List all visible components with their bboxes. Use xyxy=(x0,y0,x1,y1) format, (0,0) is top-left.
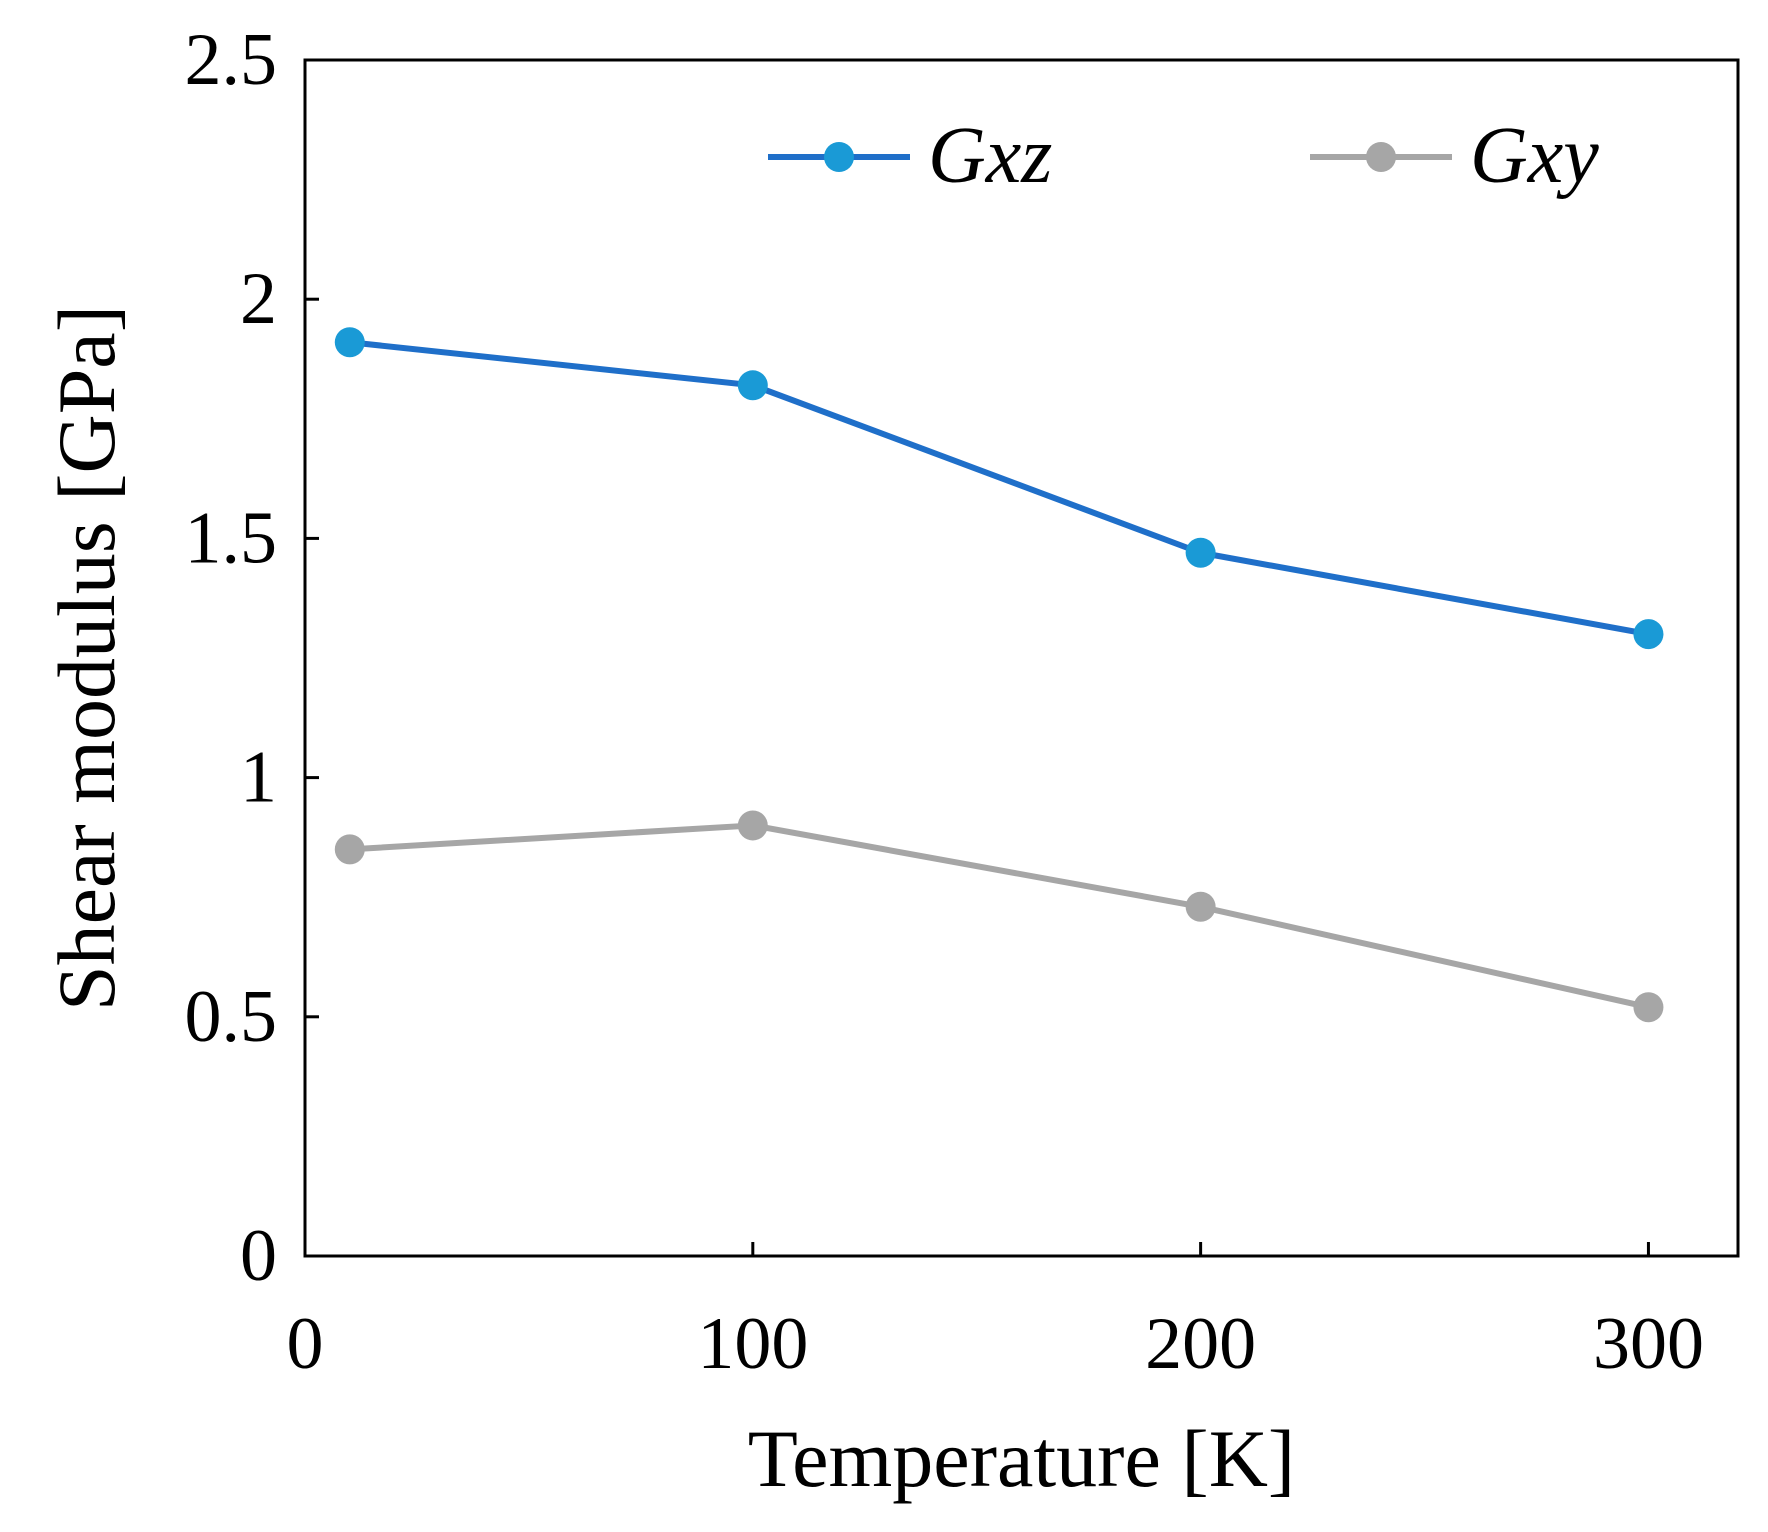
plot-frame xyxy=(303,58,1740,1258)
data-point xyxy=(737,370,768,401)
series-line-segment xyxy=(346,339,756,389)
legend: Gxz Gxy xyxy=(768,112,1599,200)
series-gxy xyxy=(334,810,1664,1023)
x-tick-label: 0 xyxy=(287,1303,324,1385)
series-line-segment xyxy=(346,822,756,853)
data-point xyxy=(737,810,768,841)
series-line-segment xyxy=(749,382,1204,556)
data-point xyxy=(334,327,365,358)
y-tick-label: 0.5 xyxy=(185,976,278,1058)
x-axis: 0 100 200 300 xyxy=(287,1242,1704,1385)
x-axis-title: Temperature [K] xyxy=(748,1413,1295,1504)
x-tick-label: 200 xyxy=(1145,1303,1256,1385)
data-point xyxy=(334,834,365,865)
y-tick-label: 2.5 xyxy=(185,19,278,101)
series-line-segment xyxy=(1197,549,1652,638)
data-point xyxy=(1185,537,1216,568)
y-tick-label: 2 xyxy=(240,258,277,340)
legend-marker xyxy=(824,142,854,172)
series-gxz xyxy=(334,327,1664,650)
y-axis-title: Shear modulus [GPa] xyxy=(41,305,132,1011)
x-tick-label: 300 xyxy=(1593,1303,1704,1385)
data-point xyxy=(1633,619,1664,650)
legend-label: Gxz xyxy=(928,112,1052,200)
y-axis: 0 0.5 1 1.5 2 2.5 xyxy=(185,19,319,1297)
series-layer xyxy=(334,327,1664,1023)
legend-label: Gxy xyxy=(1470,112,1599,200)
y-tick-label: 1 xyxy=(240,737,277,819)
y-tick-label: 1.5 xyxy=(185,497,278,579)
data-point xyxy=(1185,891,1216,922)
x-tick-label: 100 xyxy=(697,1303,808,1385)
series-line-segment xyxy=(749,822,1204,910)
legend-marker xyxy=(1366,142,1396,172)
plot-border xyxy=(303,58,1740,1258)
legend-item-gxy: Gxy xyxy=(1310,112,1599,200)
series-line-segment xyxy=(1197,903,1652,1011)
y-tick-label: 0 xyxy=(240,1215,277,1297)
data-point xyxy=(1633,992,1664,1023)
legend-item-gxz: Gxz xyxy=(768,112,1052,200)
